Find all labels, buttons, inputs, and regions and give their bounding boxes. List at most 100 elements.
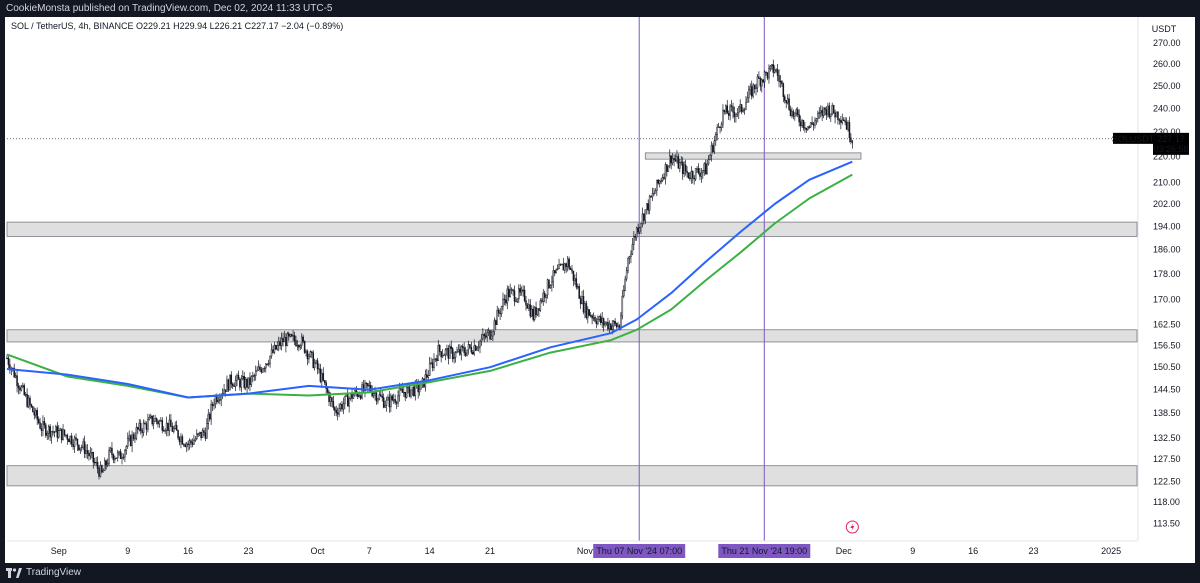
candle [177,429,179,441]
candle [129,434,132,447]
last-price-value: 227.17 [1157,134,1185,144]
candle [210,399,212,425]
candle-body [372,393,375,397]
candle [344,395,346,410]
candle [265,363,267,373]
candle-body [27,397,30,407]
support-zone-1[interactable] [644,152,862,160]
candle [689,172,691,182]
support-zone-2[interactable] [6,221,1138,237]
candle-body [344,395,346,404]
candle [118,450,120,456]
candle-body [575,278,578,288]
support-zone-3[interactable] [6,329,1138,343]
candle-body [646,203,648,210]
candle-body [502,298,504,307]
candle [75,433,77,441]
candle-body [392,399,395,401]
candle-body [352,394,355,399]
candle [553,270,556,277]
candle [433,353,435,371]
candle-body [139,422,142,431]
candle [507,285,510,302]
candle [456,346,458,354]
candle [73,435,76,453]
candle-body [288,333,290,337]
candle-body [121,457,123,459]
candle [552,265,555,289]
candle [487,327,490,337]
candle-body [210,404,212,420]
candle-body [378,394,381,400]
candle [82,438,84,450]
candle [785,100,787,109]
candle-body [437,344,440,361]
candle [817,110,819,123]
chart-area[interactable]: SOL / TetherUS, 4h, BINANCE O229.21 H229… [5,17,1195,563]
candle-body [610,323,612,330]
candle [434,358,437,362]
candle [799,115,802,132]
candle [279,337,281,350]
price-chart[interactable]: SOL / TetherUS, 4h, BINANCE O229.21 H229… [5,17,1195,563]
candle-body [641,213,644,225]
candle [717,122,720,128]
candle [155,417,158,425]
candle [109,446,112,453]
candle-body [252,375,254,377]
candle [519,284,521,296]
candle [597,315,599,326]
candle [60,428,63,444]
candle-body [155,418,158,422]
candle [250,375,253,387]
candle-body [775,69,777,71]
candle-body [35,410,37,416]
candle [795,107,798,117]
candle [542,289,545,306]
candle-body [93,461,96,464]
candle [262,367,264,374]
tradingview-logo[interactable]: TradingView [6,567,81,578]
candle-body [381,395,383,398]
candle-body [73,437,76,448]
candle [227,378,230,393]
candle-body [510,289,513,291]
candle-body [522,289,524,291]
candle-body [289,334,291,337]
candle [92,451,95,469]
candle [812,121,815,131]
candle-body [453,357,455,360]
candle [231,382,234,390]
candle [132,432,135,441]
candle [607,317,609,332]
candle [546,278,549,299]
candle [447,345,450,365]
candle [814,117,816,129]
candle-body [47,426,50,434]
candle-body [739,104,741,108]
candle [763,70,766,88]
support-zone-4[interactable] [6,465,1138,487]
candle-body [214,396,217,405]
candle [762,79,764,83]
candle-body [450,346,452,349]
candle [395,400,398,409]
candle [729,103,731,121]
candle-body [292,335,294,337]
candle-body [795,109,798,114]
candle [742,107,744,113]
candle [27,394,30,409]
candle [466,349,468,357]
candle-body [224,389,227,392]
candle-body [203,430,205,433]
candle-body [449,346,451,359]
candle-body [325,382,327,389]
publish-header: CookieMonsta published on TradingView.co… [0,0,1200,17]
candle [444,348,447,361]
candle-body [589,315,592,317]
candle [201,428,204,438]
tradingview-logo-icon [6,567,22,578]
candle [472,350,474,355]
candle-body [631,244,634,255]
candle [845,117,848,131]
